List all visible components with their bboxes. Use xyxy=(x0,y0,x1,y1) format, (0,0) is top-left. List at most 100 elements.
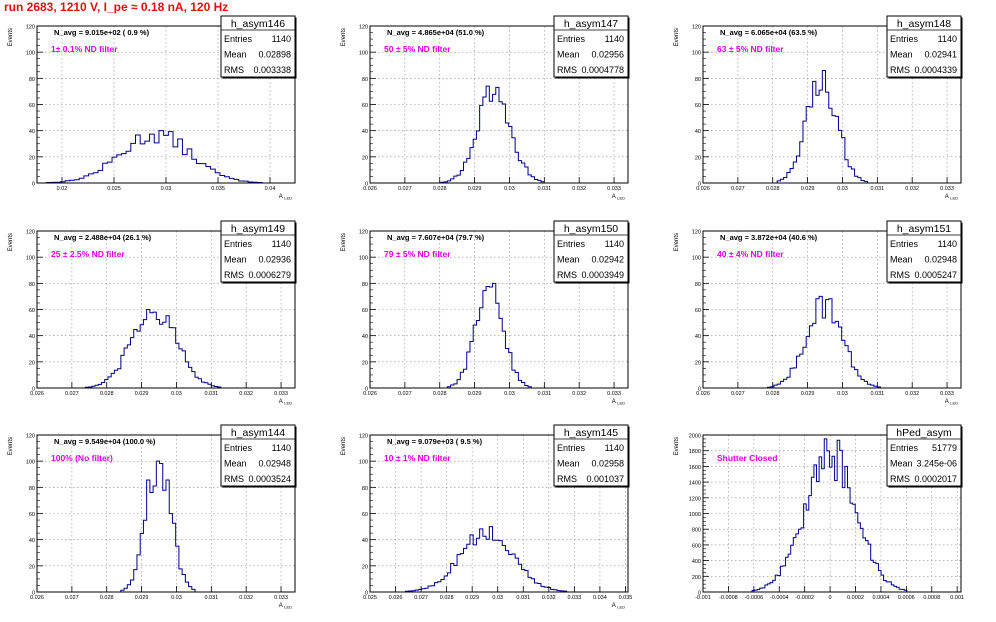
y-tick-label: 60 xyxy=(362,512,368,518)
stats-box xyxy=(886,220,962,283)
stats-value: 1140 xyxy=(938,239,957,249)
x-tick-label: 0.028 xyxy=(100,595,114,601)
y-tick-label: 120 xyxy=(359,434,368,440)
stats-value: 1140 xyxy=(605,443,624,453)
stats-value: 0.02948 xyxy=(258,459,291,469)
y-tick-label: 100 xyxy=(359,460,368,466)
x-tick-label: 0.027 xyxy=(65,391,79,397)
x-tick-label: -0.0002 xyxy=(795,595,814,601)
histogram-series-h_asym148 xyxy=(703,69,961,184)
histogram-name: h_asym148 xyxy=(897,18,951,30)
histogram-series-h_asym151 xyxy=(703,295,961,389)
histogram-panel-h_asym151: 0 20 40 60 80 100 120 0.026 0.027 0.028 0.029 0.03 0… xyxy=(674,220,963,406)
y-tick-label: 20 xyxy=(362,360,368,366)
x-axis-title: A LED xyxy=(612,603,625,610)
x-tick-label: 0.03 xyxy=(837,391,848,397)
navg-label: N_avg = 3.872e+04 (40.6 %) xyxy=(720,233,818,242)
y-tick-label: 20 xyxy=(29,564,35,570)
y-tick-label: 0 xyxy=(32,387,35,393)
stats-value: 0.02958 xyxy=(591,459,624,469)
stats-box xyxy=(886,15,962,78)
y-tick-label: 0 xyxy=(698,182,701,188)
stats-label: RMS xyxy=(224,65,244,75)
y-tick-label: 100 xyxy=(359,51,368,57)
x-tick-label: 0.028 xyxy=(433,391,447,397)
stats-value: 1140 xyxy=(938,34,957,44)
stats-value: 0.0006279 xyxy=(248,270,291,280)
x-tick-label: 0.028 xyxy=(433,186,447,192)
stats-value: 1140 xyxy=(272,239,291,249)
stats-label: Mean xyxy=(557,50,580,60)
x-tick-label: 0.029 xyxy=(465,595,479,601)
y-tick-label: 0 xyxy=(32,591,35,597)
histogram-name: h_asym151 xyxy=(897,223,951,235)
x-tick-label: 0.001 xyxy=(950,595,964,601)
stats-label: RMS xyxy=(890,270,910,280)
y-tick-label: 100 xyxy=(692,51,701,57)
navg-label: N_avg = 7.607e+04 (79.7 %) xyxy=(387,233,485,242)
y-tick-label: 80 xyxy=(29,282,35,288)
stats-value: 1140 xyxy=(605,239,624,249)
y-tick-label: 20 xyxy=(695,360,701,366)
x-tick-label: 0.04 xyxy=(265,186,276,192)
y-tick-label: 1200 xyxy=(689,496,701,502)
x-tick-label: 0.029 xyxy=(801,186,815,192)
stats-label: RMS xyxy=(557,270,577,280)
stats-label: Entries xyxy=(890,443,919,453)
y-axis-title: Events xyxy=(8,233,14,251)
x-tick-label: 0.032 xyxy=(905,186,919,192)
stats-label: Entries xyxy=(557,443,586,453)
y-tick-label: 0 xyxy=(698,387,701,393)
x-tick-label: 0.026 xyxy=(363,186,377,192)
x-tick-label: 0.027 xyxy=(65,595,79,601)
y-tick-label: 40 xyxy=(362,129,368,135)
stats-label: RMS xyxy=(224,270,244,280)
x-tick-label: 0.026 xyxy=(389,595,403,601)
y-tick-label: 20 xyxy=(29,360,35,366)
stats-value: 0.02948 xyxy=(924,255,957,265)
stats-value: 0.02941 xyxy=(924,50,957,60)
stats-value: 0.0003524 xyxy=(248,474,291,484)
x-tick-label: 0.025 xyxy=(107,186,121,192)
histogram-panel-h_asym144: 0 20 40 60 80 100 120 0.026 0.027 0.028 0.029 0.03 0… xyxy=(8,424,297,610)
x-tick-label: 0.031 xyxy=(204,391,218,397)
filter-annotation: 40 ± 4% ND filter xyxy=(717,249,784,259)
stats-label: Mean xyxy=(224,50,247,60)
x-tick-label: 0.028 xyxy=(440,595,454,601)
stats-label: Mean xyxy=(890,50,913,60)
stats-label: Entries xyxy=(890,239,919,249)
stats-box xyxy=(886,424,962,487)
y-tick-label: 80 xyxy=(29,486,35,492)
histogram-panel-h_asym148: 0 20 40 60 80 100 120 0.026 0.027 0.028 0.029 0.03 0… xyxy=(674,15,963,201)
navg-label: N_avg = 9.079e+03 ( 9.5 %) xyxy=(387,437,483,446)
histogram-panel-h_asym145: 0 20 40 60 80 100 120 0.025 0.026 0.027 0.028 0.029… xyxy=(341,424,632,610)
y-tick-label: 120 xyxy=(26,434,35,440)
y-tick-label: 200 xyxy=(692,575,701,581)
y-tick-label: 60 xyxy=(29,103,35,109)
x-tick-label: 0.034 xyxy=(593,595,607,601)
y-axis-title: Events xyxy=(8,28,14,46)
x-tick-label: 0.031 xyxy=(204,595,218,601)
y-tick-label: 60 xyxy=(29,308,35,314)
y-tick-label: 20 xyxy=(29,155,35,161)
histogram-name: h_asym147 xyxy=(564,18,618,30)
x-tick-label: 0.033 xyxy=(940,186,954,192)
stats-value: 0.0003949 xyxy=(581,270,624,280)
y-axis-title: Events xyxy=(674,233,680,251)
y-tick-label: 80 xyxy=(362,486,368,492)
y-tick-label: 120 xyxy=(26,25,35,31)
x-tick-label: 0.033 xyxy=(274,391,288,397)
y-tick-label: 80 xyxy=(695,282,701,288)
x-axis-title: A LED xyxy=(612,399,625,406)
y-tick-label: 60 xyxy=(29,512,35,518)
y-tick-label: 60 xyxy=(362,103,368,109)
stats-box xyxy=(220,15,296,78)
x-tick-label: 0.0006 xyxy=(898,595,915,601)
y-tick-label: 80 xyxy=(695,77,701,83)
y-tick-label: 40 xyxy=(362,538,368,544)
x-axis-title: A LED xyxy=(945,399,958,406)
x-tick-label: 0.027 xyxy=(731,186,745,192)
stats-label: RMS xyxy=(557,65,577,75)
y-tick-label: 0 xyxy=(365,591,368,597)
